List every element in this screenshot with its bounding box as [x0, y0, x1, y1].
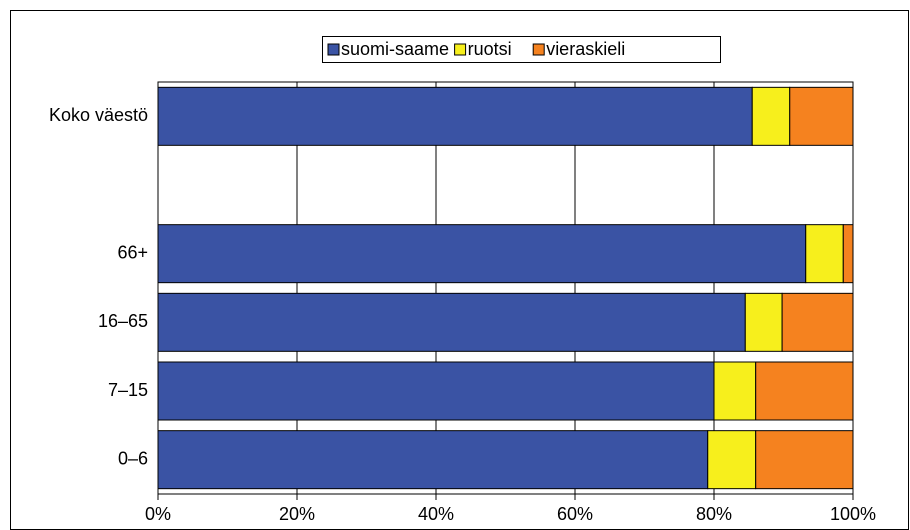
bar-segment [744, 292, 783, 352]
bar-segment [157, 292, 746, 352]
x-tick-label: 40% [418, 504, 454, 524]
bar-segment [157, 361, 715, 421]
bar-segment [781, 292, 854, 352]
x-tick-label: 80% [696, 504, 732, 524]
y-tick-label: 7–15 [108, 380, 148, 400]
bar-segment [713, 361, 757, 421]
bar-segment [805, 224, 844, 284]
y-tick-label: 16–65 [98, 311, 148, 331]
bar-segment [755, 430, 854, 490]
y-tick-label: 66+ [117, 242, 148, 262]
plot-border [157, 81, 854, 495]
bar-segment [157, 224, 807, 284]
x-tick-label: 100% [830, 504, 876, 524]
bar-segment [707, 430, 757, 490]
legend-label: suomi-saame [341, 39, 449, 59]
legend-label: vieraskieli [546, 39, 625, 59]
y-tick-label: Koko väestö [49, 105, 148, 125]
y-tick-label: 0–6 [118, 448, 148, 468]
bar-segment [157, 86, 753, 146]
bar-segment [755, 361, 854, 421]
bar-segment [789, 86, 854, 146]
legend-swatch [327, 43, 340, 56]
bar-segment [842, 224, 854, 284]
x-tick-label: 60% [557, 504, 593, 524]
bar-segment [751, 86, 791, 146]
x-tick-label: 20% [279, 504, 315, 524]
x-tick-label: 0% [145, 504, 171, 524]
legend-box [322, 36, 721, 63]
legend-swatch [532, 43, 545, 56]
plot-area [158, 82, 853, 494]
legend-label: ruotsi [468, 39, 512, 59]
bar-segment [157, 430, 709, 490]
legend-swatch [454, 43, 467, 56]
